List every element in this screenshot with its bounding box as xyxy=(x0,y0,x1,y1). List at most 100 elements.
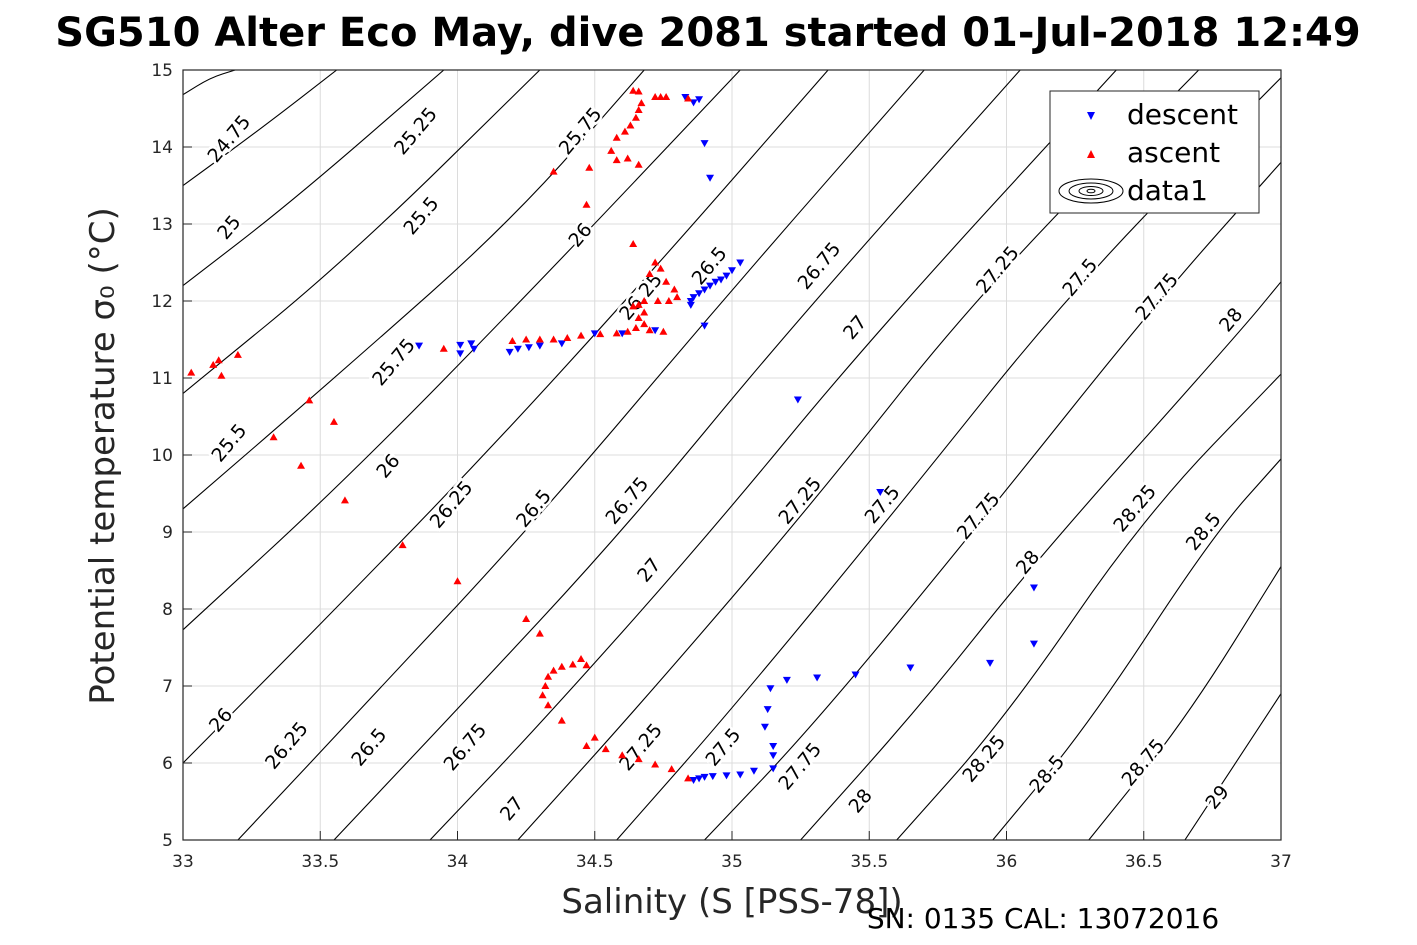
chart-title: SG510 Alter Eco May, dive 2081 started 0… xyxy=(55,10,1360,56)
descent-point xyxy=(469,345,478,353)
ascent-point xyxy=(645,326,654,334)
ascent-point xyxy=(656,264,665,272)
descent-point xyxy=(813,674,822,682)
descent-point xyxy=(763,706,772,714)
ascent-point xyxy=(651,92,660,100)
ascent-point xyxy=(684,94,693,102)
ascent-point xyxy=(329,417,338,425)
ascent-point xyxy=(612,133,621,141)
ascent-point xyxy=(653,297,662,304)
ascent-point xyxy=(634,87,643,95)
ascent-point xyxy=(522,615,531,623)
ascent-point xyxy=(620,127,629,135)
descent-point xyxy=(769,765,778,773)
series-descent xyxy=(415,93,1038,784)
contour-line-25-5 xyxy=(183,70,541,394)
ascent-point xyxy=(209,360,218,368)
y-tick-label: 13 xyxy=(151,215,173,235)
ascent-point xyxy=(549,167,558,175)
ascent-point xyxy=(634,313,643,321)
series-ascent xyxy=(187,86,693,782)
ascent-point xyxy=(670,285,679,293)
ascent-point xyxy=(684,774,693,782)
descent-point xyxy=(711,278,720,286)
legend-ascent-label: ascent xyxy=(1127,136,1220,169)
descent-point xyxy=(456,341,465,349)
legend-contour-icon xyxy=(1058,178,1124,204)
descent-point xyxy=(782,676,791,684)
contour-line-29 xyxy=(1184,693,1281,840)
ascent-point xyxy=(634,300,643,308)
descent-point xyxy=(1029,584,1038,592)
ascent-point xyxy=(297,461,306,469)
descent-point xyxy=(906,664,915,672)
ascent-point xyxy=(577,655,586,663)
ascent-point xyxy=(538,691,547,699)
descent-point xyxy=(769,752,778,760)
descent-point xyxy=(728,267,736,275)
ascent-point xyxy=(340,496,349,504)
descent-point xyxy=(736,259,745,267)
x-tick-label: 33.5 xyxy=(301,852,339,872)
y-tick-label: 15 xyxy=(151,61,173,81)
footer-serial-cal: SN: 0135 CAL: 13072016 xyxy=(867,902,1219,935)
contour-line-28-5 xyxy=(992,458,1281,840)
contour-line-25 xyxy=(183,70,338,186)
descent-point xyxy=(722,772,731,780)
contour-line-26-25 xyxy=(183,70,829,764)
descent-point xyxy=(505,348,514,356)
ascent-point xyxy=(634,106,643,114)
ascent-point xyxy=(618,751,627,759)
x-tick-label: 35.5 xyxy=(850,852,888,872)
descent-point xyxy=(524,344,533,352)
legend-box xyxy=(1049,90,1260,214)
ascent-point xyxy=(596,330,605,338)
contour-line-28-75 xyxy=(1088,566,1281,840)
density-contours xyxy=(183,70,1281,840)
ascent-point xyxy=(667,765,676,773)
y-tick-label: 9 xyxy=(162,523,173,543)
y-tick-label: 6 xyxy=(162,754,173,774)
ascent-point xyxy=(522,335,531,343)
ascent-point xyxy=(662,92,671,100)
descent-point xyxy=(717,276,726,284)
ascent-point xyxy=(651,760,660,768)
ascent-point xyxy=(634,755,643,763)
ascent-point xyxy=(645,270,654,278)
grid xyxy=(183,70,1281,840)
y-axis-ticks: 5 6 7 8 9 10 11 12 13 14 15 xyxy=(151,61,192,851)
descent-point xyxy=(415,342,424,350)
legend: descent ascent data1 xyxy=(1049,90,1260,214)
descent-point xyxy=(793,396,802,404)
ascent-point xyxy=(640,320,649,328)
x-axis-ticks: 33 33.5 34 34.5 35 35.5 36 36.5 37 xyxy=(172,831,1292,872)
ascent-point xyxy=(582,742,591,750)
ascent-point xyxy=(439,344,448,352)
x-tick-label: 34 xyxy=(447,852,469,872)
x-tick-label: 35 xyxy=(721,852,743,872)
contour-line-27-25 xyxy=(517,70,1200,840)
descent-point xyxy=(851,671,860,679)
x-tick-label: 34.5 xyxy=(576,852,614,872)
ascent-point xyxy=(629,240,638,248)
ascent-point xyxy=(233,350,242,358)
ascent-point xyxy=(453,577,462,585)
ascent-point xyxy=(535,335,544,343)
x-tick-label: 37 xyxy=(1270,852,1292,872)
legend-ascent-marker xyxy=(1087,150,1095,158)
y-tick-label: 12 xyxy=(151,292,173,312)
ascent-point xyxy=(541,682,550,689)
ascent-point xyxy=(590,733,599,741)
contour-line-27-75 xyxy=(704,162,1281,840)
descent-point xyxy=(689,294,698,302)
contour-line-27 xyxy=(429,70,1117,840)
descent-point xyxy=(749,767,758,775)
ascent-point xyxy=(535,629,544,637)
data-points xyxy=(187,86,1038,784)
ascent-point xyxy=(656,92,665,100)
ascent-point xyxy=(662,277,671,285)
descent-point xyxy=(1029,640,1038,648)
ascent-point xyxy=(607,146,616,154)
ascent-point xyxy=(585,163,594,171)
